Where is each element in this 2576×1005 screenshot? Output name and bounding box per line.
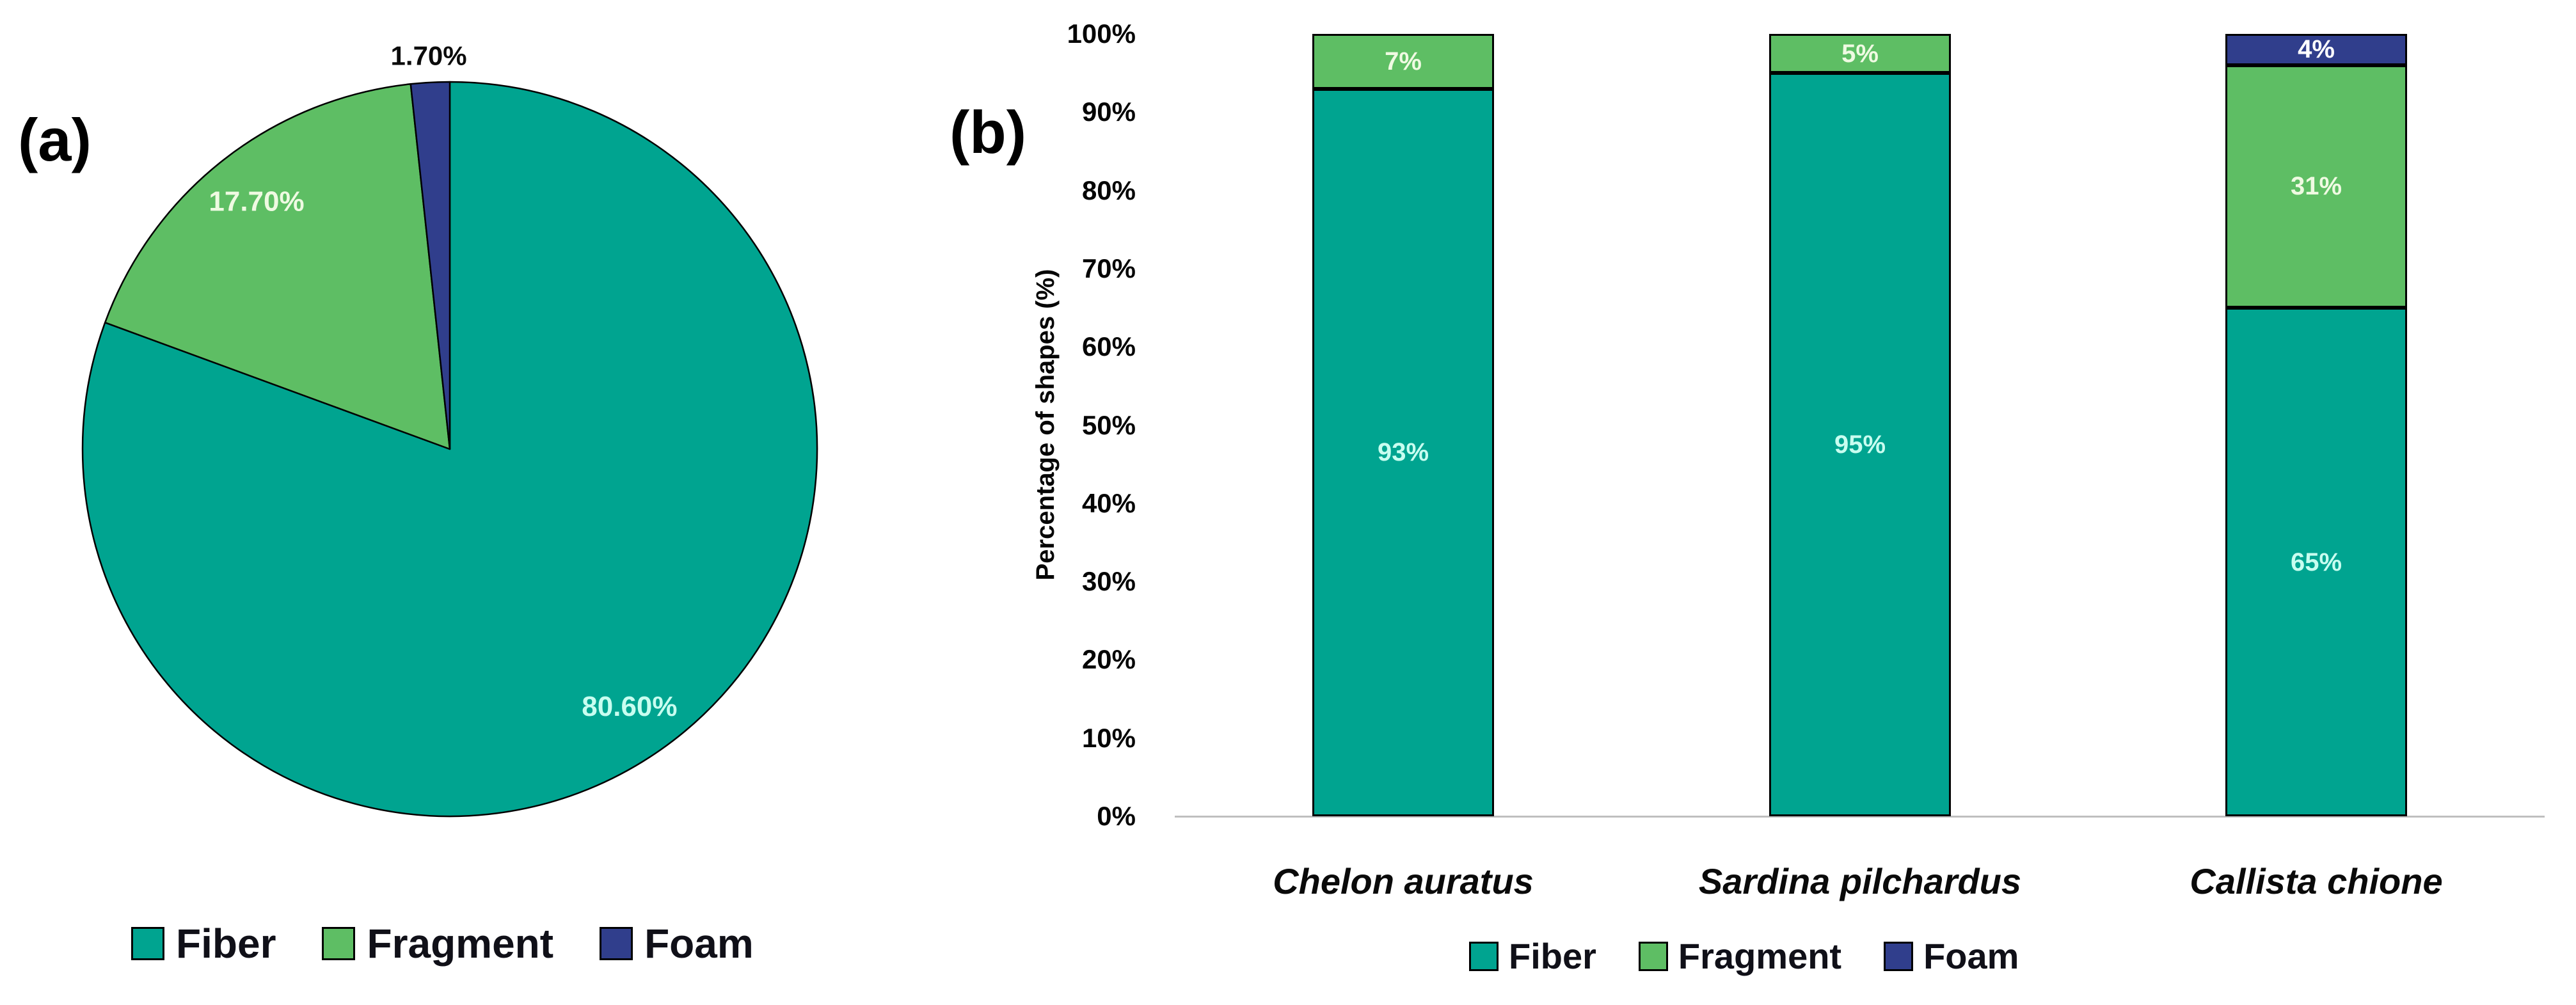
y-tick-label: 100% bbox=[1067, 19, 1136, 49]
panel-a-label: (a) bbox=[18, 106, 91, 173]
y-tick-label: 70% bbox=[1081, 253, 1136, 283]
bar-value-label-fiber-2: 65% bbox=[2290, 548, 2342, 576]
bar-value-label-fragment-1: 5% bbox=[1841, 40, 1879, 68]
pie-legend-item-foam: Foam bbox=[600, 923, 754, 964]
pie-value-label-fiber: 80.60% bbox=[582, 691, 677, 722]
pie-legend: Fiber Fragment Foam bbox=[131, 923, 754, 964]
bar-legend-item-foam: Foam bbox=[1884, 938, 2019, 974]
y-tick-label: 80% bbox=[1081, 175, 1136, 205]
bar-value-label-fiber-0: 93% bbox=[1377, 438, 1429, 466]
fiber-legend-label: Fiber bbox=[1509, 936, 1596, 976]
pie-value-label-foam: 1.70% bbox=[391, 40, 467, 70]
foam-legend-label: Foam bbox=[1923, 936, 2019, 976]
bar-value-label-fragment-2: 31% bbox=[2290, 172, 2342, 200]
fragment-legend-label: Fragment bbox=[367, 921, 554, 967]
panel-b-label: (b) bbox=[950, 99, 1027, 166]
category-label-2: Callista chione bbox=[2190, 861, 2443, 901]
fragment-swatch bbox=[322, 927, 356, 960]
bar-value-label-fragment-0: 7% bbox=[1385, 47, 1422, 75]
bar-segment-fiber-0 bbox=[1312, 89, 1494, 816]
y-tick-label: 0% bbox=[1097, 801, 1136, 831]
fiber-swatch bbox=[131, 927, 164, 960]
foam-legend-label: Foam bbox=[644, 921, 754, 967]
pie-slice-fragment bbox=[104, 83, 451, 450]
fragment-swatch bbox=[1638, 942, 1668, 971]
y-tick-label: 90% bbox=[1081, 97, 1136, 127]
bar-segment-fiber-1 bbox=[1769, 73, 1951, 816]
foam-swatch bbox=[1884, 942, 1914, 971]
bar-segment-foam-2 bbox=[2225, 34, 2407, 65]
bar-value-label-fiber-1: 95% bbox=[1834, 431, 1886, 459]
category-label-0: Chelon auratus bbox=[1273, 861, 1534, 901]
y-tick-label: 30% bbox=[1081, 566, 1136, 596]
bar-value-label-foam-2: 4% bbox=[2298, 35, 2335, 63]
y-tick-label: 60% bbox=[1081, 331, 1136, 361]
pie-chart: 80.60% 17.70% 1.70% bbox=[81, 40, 818, 818]
category-label-1: Sardina pilchardus bbox=[1698, 861, 2022, 901]
bar-segment-fragment-2 bbox=[2225, 65, 2407, 308]
bar-legend: Fiber Fragment Foam bbox=[1469, 938, 2019, 974]
pie-legend-item-fragment: Fragment bbox=[322, 923, 553, 964]
foam-swatch bbox=[600, 927, 633, 960]
bar-segment-fragment-0 bbox=[1312, 34, 1494, 89]
pie-value-label-fragment: 17.70% bbox=[209, 186, 304, 218]
bar-legend-item-fragment: Fragment bbox=[1638, 936, 1842, 976]
fragment-legend-label: Fragment bbox=[1678, 936, 1842, 976]
x-axis-line bbox=[1175, 816, 2545, 818]
bar-segment-fiber-2 bbox=[2225, 308, 2407, 816]
bar-segment-fragment-1 bbox=[1769, 34, 1951, 73]
bar-legend-item-fiber: Fiber bbox=[1469, 938, 1596, 974]
fiber-legend-label: Fiber bbox=[176, 921, 276, 967]
pie-legend-item-fiber: Fiber bbox=[131, 923, 276, 964]
fiber-swatch bbox=[1469, 942, 1499, 971]
y-tick-label: 40% bbox=[1081, 488, 1136, 518]
y-tick-label: 10% bbox=[1081, 723, 1136, 753]
y-tick-label: 20% bbox=[1081, 644, 1136, 674]
y-tick-label: 50% bbox=[1081, 410, 1136, 440]
pie-slice-foam bbox=[409, 81, 451, 450]
